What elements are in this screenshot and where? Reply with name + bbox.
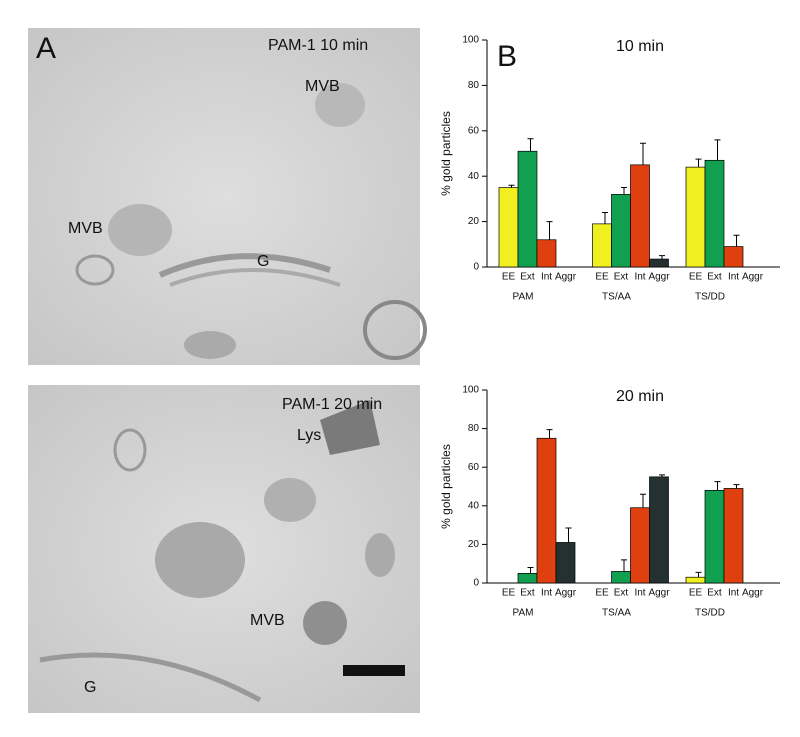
x-bar-label: Int	[634, 272, 645, 283]
y-tick-label: 80	[468, 423, 480, 434]
bar	[685, 576, 706, 584]
image-label: Lys	[297, 427, 321, 444]
x-bar-label: Aggr	[555, 272, 577, 283]
x-bar-label: Ext	[614, 272, 629, 283]
x-bar-label: Ext	[707, 272, 722, 283]
x-bar-label: EE	[689, 272, 703, 283]
y-axis-label: % gold particles	[439, 444, 453, 529]
bar	[704, 159, 725, 268]
x-bar-label: EE	[502, 588, 516, 599]
bar	[517, 572, 538, 584]
x-bar-label: EE	[689, 588, 703, 599]
image-label: MVB	[305, 78, 340, 95]
bar	[611, 571, 631, 584]
y-tick-label: 40	[468, 171, 480, 182]
x-bar-label: Int	[728, 588, 739, 599]
bar	[498, 187, 519, 268]
x-bar-label: EE	[595, 272, 609, 283]
y-tick-label: 40	[468, 500, 480, 511]
x-group-label: TS/DD	[695, 292, 725, 303]
bar	[723, 246, 744, 268]
x-bar-label: EE	[595, 588, 609, 599]
y-tick-label: 100	[462, 385, 479, 396]
x-bar-label: Aggr	[742, 588, 764, 599]
x-group-label: TS/AA	[602, 292, 631, 303]
bar	[592, 223, 612, 268]
image-label: G	[257, 253, 269, 270]
x-group-label: TS/AA	[602, 608, 631, 619]
x-bar-label: EE	[502, 272, 516, 283]
error-bar	[527, 138, 534, 152]
bar	[536, 239, 557, 268]
error-bar	[733, 484, 740, 489]
error-bar	[714, 481, 721, 491]
bar	[649, 258, 669, 268]
x-bar-label: Int	[541, 272, 552, 283]
x-bar-label: Int	[634, 588, 645, 599]
x-bar-label: Aggr	[648, 588, 670, 599]
y-tick-label: 60	[468, 462, 480, 473]
x-bar-label: Int	[541, 588, 552, 599]
y-tick-label: 0	[473, 578, 479, 589]
chart-title: 10 min	[616, 38, 664, 55]
bar	[704, 490, 725, 584]
bar	[536, 437, 557, 584]
error-bar	[527, 567, 534, 574]
bar	[630, 507, 650, 584]
x-bar-label: Int	[728, 272, 739, 283]
image-label: MVB	[68, 220, 103, 237]
error-bar	[621, 559, 627, 572]
panel-label: A	[36, 32, 56, 65]
image-label: MVB	[250, 612, 285, 629]
error-bar	[733, 234, 740, 247]
y-axis-label: % gold particles	[439, 111, 453, 196]
error-bar	[695, 158, 702, 168]
scale-bar	[343, 665, 405, 676]
image-title: PAM-1 10 min	[268, 37, 368, 54]
error-bar	[602, 212, 608, 224]
image-label: G	[84, 679, 96, 696]
x-bar-label: Ext	[707, 588, 722, 599]
x-bar-label: Aggr	[742, 272, 764, 283]
bar	[649, 476, 669, 584]
y-tick-label: 0	[473, 262, 479, 273]
bar	[685, 166, 706, 268]
y-tick-label: 60	[468, 125, 480, 136]
chart-title: 20 min	[616, 388, 664, 405]
error-bar	[565, 527, 572, 543]
panel-label: B	[497, 40, 517, 73]
error-bar	[659, 255, 665, 260]
y-tick-label: 100	[462, 35, 479, 46]
image-title: PAM-1 20 min	[282, 396, 382, 413]
x-group-label: PAM	[513, 608, 534, 619]
error-bar	[714, 139, 721, 161]
error-bar	[621, 187, 627, 195]
error-bar	[546, 429, 553, 439]
x-bar-label: Ext	[520, 272, 535, 283]
error-bar	[546, 221, 553, 240]
x-bar-label: Aggr	[555, 588, 577, 599]
error-bar	[640, 142, 646, 165]
y-tick-label: 20	[468, 539, 480, 550]
error-bar	[640, 493, 646, 508]
x-group-label: TS/DD	[695, 608, 725, 619]
error-bar	[508, 184, 515, 188]
em-image-bottom	[28, 385, 420, 713]
bar	[555, 542, 576, 584]
y-tick-label: 20	[468, 216, 480, 227]
em-image-top	[28, 28, 427, 365]
bar	[723, 488, 744, 584]
x-group-label: PAM	[513, 292, 534, 303]
x-bar-label: Aggr	[648, 272, 670, 283]
bar	[630, 164, 650, 268]
x-bar-label: Ext	[614, 588, 629, 599]
error-bar	[695, 571, 702, 578]
error-bar	[659, 474, 665, 477]
bar	[611, 194, 631, 268]
x-bar-label: Ext	[520, 588, 535, 599]
y-tick-label: 80	[468, 80, 480, 91]
bar	[517, 150, 538, 268]
